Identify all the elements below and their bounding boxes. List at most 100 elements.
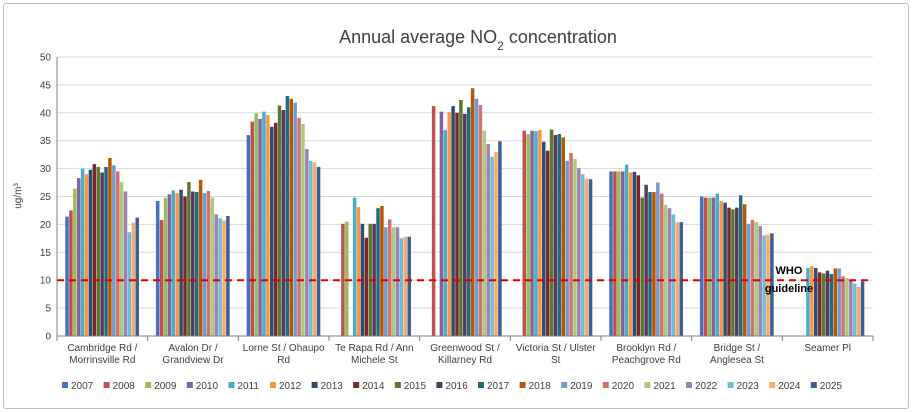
- y-tick-label: 10: [40, 276, 52, 287]
- bar-2018: [380, 205, 384, 336]
- bar-2012: [538, 130, 542, 336]
- bar-2013: [451, 106, 455, 336]
- bar-2007: [699, 196, 704, 336]
- bar-2013: [723, 202, 727, 336]
- category-label: Michele St: [351, 355, 398, 366]
- bar-2015: [459, 99, 463, 336]
- bar-2022: [123, 191, 128, 336]
- bar-2020: [750, 219, 755, 336]
- bar-2019: [202, 193, 207, 336]
- bar-2013: [814, 267, 818, 336]
- bar-2022: [395, 227, 400, 336]
- bar-2020: [206, 190, 211, 336]
- bar-2020: [115, 171, 120, 336]
- legend-swatch-2019: [561, 382, 568, 388]
- y-tick-label: 35: [40, 136, 52, 147]
- legend-label: 2015: [404, 381, 427, 392]
- legend-swatch-2016: [436, 382, 443, 388]
- bar-2021: [301, 123, 305, 337]
- bar-2016: [281, 110, 286, 336]
- y-tick-label: 25: [40, 192, 52, 203]
- bar-2015: [640, 197, 644, 336]
- bar-2014: [817, 272, 822, 336]
- bar-2007: [155, 200, 160, 336]
- legend-swatch-2020: [602, 382, 609, 388]
- bar-2025: [407, 236, 411, 336]
- bar-2023: [581, 174, 585, 336]
- legend-swatch-2015: [394, 382, 401, 388]
- legend-label: 2016: [445, 381, 468, 392]
- bar-2017: [466, 107, 471, 336]
- bar-2017: [285, 96, 290, 336]
- legend-swatch-2024: [769, 382, 776, 388]
- legend-label: 2020: [612, 381, 635, 392]
- bar-2012: [810, 266, 814, 336]
- bar-2014: [636, 175, 641, 336]
- y-tick-label: 15: [40, 248, 52, 259]
- bar-2018: [652, 192, 656, 336]
- y-tick-label: 45: [40, 80, 52, 91]
- legend-label: 2021: [653, 381, 676, 392]
- axes: [56, 57, 874, 341]
- legend-label: 2009: [154, 381, 177, 392]
- bar-2011: [806, 267, 810, 336]
- bar-2024: [403, 236, 408, 336]
- bar-2012: [628, 172, 633, 336]
- bar-2019: [384, 227, 388, 336]
- bar-2025: [860, 281, 865, 336]
- bar-2011: [443, 130, 448, 336]
- bar-2017: [194, 192, 199, 336]
- y-tick-label: 50: [40, 53, 52, 64]
- bar-2008: [522, 130, 527, 336]
- bar-2018: [108, 158, 112, 336]
- y-tick-label: 40: [40, 108, 52, 119]
- bar-2011: [352, 197, 357, 336]
- bar-2020: [478, 104, 483, 337]
- bar-2023: [399, 238, 404, 336]
- bar-2016: [825, 270, 830, 336]
- bar-2007: [609, 171, 613, 336]
- legend-label: 2007: [71, 381, 94, 392]
- legend-label: 2024: [778, 381, 801, 392]
- bar-2025: [498, 141, 502, 336]
- bar-2013: [88, 169, 93, 336]
- bar-2016: [463, 113, 467, 336]
- bar-2008: [159, 219, 164, 336]
- category-label: St: [551, 355, 561, 366]
- bar-2009: [73, 188, 77, 336]
- bar-2017: [738, 195, 743, 336]
- category-label: Killarney Rd: [438, 355, 492, 366]
- legend-swatch-2009: [145, 382, 152, 388]
- category-label: Peachgrove Rd: [612, 355, 681, 366]
- bar-2008: [431, 106, 436, 336]
- bar-2021: [845, 277, 849, 336]
- bar-2008: [341, 223, 345, 336]
- bar-2020: [841, 276, 845, 336]
- bar-2024: [222, 220, 226, 336]
- bar-2015: [187, 181, 191, 336]
- bar-2016: [644, 184, 648, 336]
- bar-2014: [455, 112, 459, 336]
- bar-2025: [135, 217, 139, 336]
- legend-label: 2008: [113, 381, 136, 392]
- y-tick-label: 20: [40, 220, 52, 231]
- y-tick-label: 5: [45, 304, 51, 315]
- bar-2021: [482, 130, 487, 336]
- bar-2011: [534, 131, 538, 336]
- legend-label: 2025: [820, 381, 843, 392]
- category-label: Greenwood St /: [430, 343, 500, 354]
- legend-swatch-2011: [228, 382, 235, 388]
- bar-2021: [573, 159, 577, 336]
- bar-2010: [620, 171, 625, 336]
- category-label: Te Rapa Rd / Ann: [335, 343, 413, 354]
- bar-2019: [746, 223, 751, 336]
- bar-2025: [588, 179, 593, 336]
- bar-2016: [100, 172, 104, 336]
- category-label: Anglesea St: [710, 355, 764, 366]
- bar-2008: [703, 197, 708, 336]
- bar-2009: [617, 171, 621, 336]
- bar-2019: [112, 165, 116, 336]
- bar-2020: [659, 193, 664, 336]
- legend-label: 2023: [737, 381, 760, 392]
- bar-2014: [364, 237, 369, 336]
